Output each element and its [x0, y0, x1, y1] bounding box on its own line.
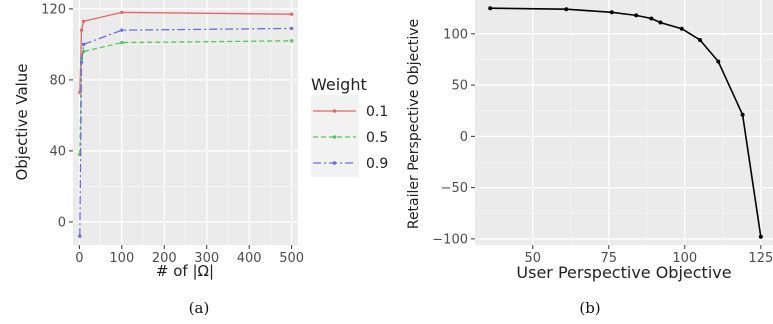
legend-label: 0.5	[366, 130, 388, 146]
b-data-point	[658, 20, 663, 25]
a-data-point	[81, 19, 86, 24]
chart-b-y-axis-label: Retailer Perspective Objective	[406, 19, 422, 229]
a-x-tick-label: 200	[152, 251, 177, 266]
a-data-point	[289, 12, 294, 16]
b-y-tick-label: 50	[451, 79, 468, 94]
a-x-tick-label: 300	[194, 251, 219, 266]
b-data-point	[716, 59, 721, 64]
a-data-point	[78, 234, 82, 238]
chart-b-plot-background	[475, 0, 773, 245]
b-data-point	[758, 234, 763, 239]
chart-b: −100 −50 0 50 100 50 75 100 125 User Perspectiv…	[406, 0, 773, 317]
b-y-tick-label: −100	[432, 232, 468, 247]
b-y-tick-label: 0	[460, 130, 468, 145]
b-data-point	[488, 6, 493, 11]
chart-a-legend: Weight 0.1 0.5 0.9	[311, 75, 388, 177]
a-y-tick-label: 0	[58, 215, 66, 230]
a-x-tick-label: 400	[237, 251, 262, 266]
legend-key-point	[332, 161, 337, 165]
chart-a-legend-title: Weight	[311, 75, 367, 94]
a-data-point	[289, 26, 294, 31]
a-y-tick-label: 80	[49, 73, 66, 88]
a-data-point	[120, 40, 124, 45]
legend-label: 0.1	[366, 104, 388, 120]
chart-a-x-ticks: 0 100 200 300 400 500	[75, 245, 304, 266]
chart-a-y-axis-label: Objective Value	[13, 63, 31, 180]
caption-b: (b)	[579, 299, 600, 317]
a-y-tick-label: 120	[41, 2, 66, 17]
b-data-point	[609, 10, 614, 15]
a-y-tick-label: 40	[49, 144, 66, 159]
b-x-tick-label: 50	[525, 251, 542, 266]
chart-b-y-ticks: −100 −50 0 50 100	[432, 27, 475, 247]
a-x-tick-label: 100	[109, 251, 134, 266]
b-y-tick-label: −50	[441, 181, 468, 196]
chart-a-series	[78, 10, 294, 238]
b-data-point	[649, 16, 654, 21]
chart-a-y-ticks: 0 40 80 120	[41, 2, 73, 230]
legend-label: 0.9	[366, 156, 388, 172]
a-x-tick-label: 500	[279, 251, 304, 266]
a-data-point	[79, 28, 84, 32]
legend-key-point	[332, 109, 337, 113]
b-y-tick-label: 100	[443, 27, 468, 42]
chart-b-series	[488, 6, 763, 239]
b-data-point	[564, 7, 569, 12]
b-x-tick-label: 125	[748, 251, 773, 266]
chart-a: 0 40 80 120 0 100 200 300 400 500 # of |Ω| Objec…	[13, 0, 388, 317]
a-x-tick-label: 0	[75, 251, 83, 266]
legend-key-point	[332, 135, 337, 139]
b-x-tick-label: 100	[672, 251, 697, 266]
a-data-point	[289, 39, 294, 43]
a-data-point	[79, 60, 84, 64]
caption-a: (a)	[189, 299, 210, 317]
b-x-tick-label: 75	[601, 251, 618, 266]
a-data-point	[120, 10, 124, 15]
a-data-point	[81, 42, 86, 47]
b-data-point	[679, 26, 684, 31]
b-data-point	[740, 112, 745, 117]
b-data-point	[634, 13, 639, 18]
a-series-line-2	[79, 27, 292, 237]
chart-a-x-axis-label: # of |Ω|	[156, 262, 214, 280]
chart-b-x-axis-label: User Perspective Objective	[516, 263, 731, 282]
b-data-point	[698, 37, 703, 42]
chart-a-legend-items: 0.1 0.5 0.9	[313, 104, 388, 172]
a-data-point	[120, 28, 124, 32]
chart-b-x-ticks: 50 75 100 125	[525, 245, 773, 266]
chart-b-gridlines	[475, 0, 773, 245]
